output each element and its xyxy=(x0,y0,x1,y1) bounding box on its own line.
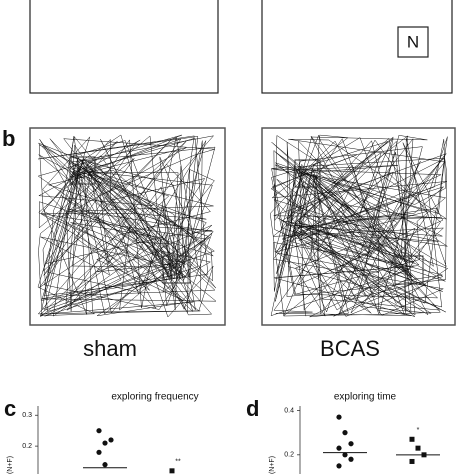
data-point xyxy=(336,414,342,420)
zone xyxy=(162,255,191,284)
y-axis-label: (N+F) xyxy=(7,456,14,474)
y-tick-label: 0.2 xyxy=(22,443,32,450)
zone xyxy=(294,159,321,188)
zone xyxy=(394,255,424,285)
arena xyxy=(261,0,453,94)
chart-title: exploring time xyxy=(334,392,397,403)
data-point xyxy=(342,430,348,436)
y-tick-label: 0.3 xyxy=(22,412,32,419)
data-point xyxy=(96,449,102,455)
data-point xyxy=(409,458,415,464)
data-point xyxy=(102,462,108,468)
object-zones xyxy=(69,156,424,285)
data-point xyxy=(409,436,415,442)
track xyxy=(37,134,217,318)
arena xyxy=(29,0,219,94)
data-point xyxy=(348,456,354,462)
panel-a xyxy=(29,0,453,94)
data-point xyxy=(96,428,102,434)
group-label: BCAS xyxy=(320,336,380,361)
data-point xyxy=(336,445,342,451)
arena xyxy=(261,127,456,326)
data-point xyxy=(348,441,354,447)
y-tick-label: 0.4 xyxy=(284,407,294,414)
track xyxy=(269,134,449,318)
y-tick-label: 0.2 xyxy=(284,452,294,459)
panel-label: d xyxy=(246,396,259,421)
data-point xyxy=(108,437,114,443)
data-point xyxy=(342,452,348,458)
data-point xyxy=(415,445,421,451)
arena xyxy=(29,127,226,326)
group-label: sham xyxy=(83,336,137,361)
significance: ** xyxy=(175,459,181,466)
data-point xyxy=(102,440,108,446)
object-label: N xyxy=(407,32,419,51)
chart-title: exploring frequency xyxy=(111,392,198,403)
data-point xyxy=(169,468,175,474)
object-box xyxy=(397,26,429,58)
panel-label: c xyxy=(4,396,16,421)
significance: * xyxy=(417,427,420,434)
data-point xyxy=(336,463,342,469)
zone xyxy=(69,156,96,185)
panel-label: b xyxy=(2,126,15,151)
tracks xyxy=(37,134,449,318)
y-axis-label: (N+F) xyxy=(269,456,276,474)
